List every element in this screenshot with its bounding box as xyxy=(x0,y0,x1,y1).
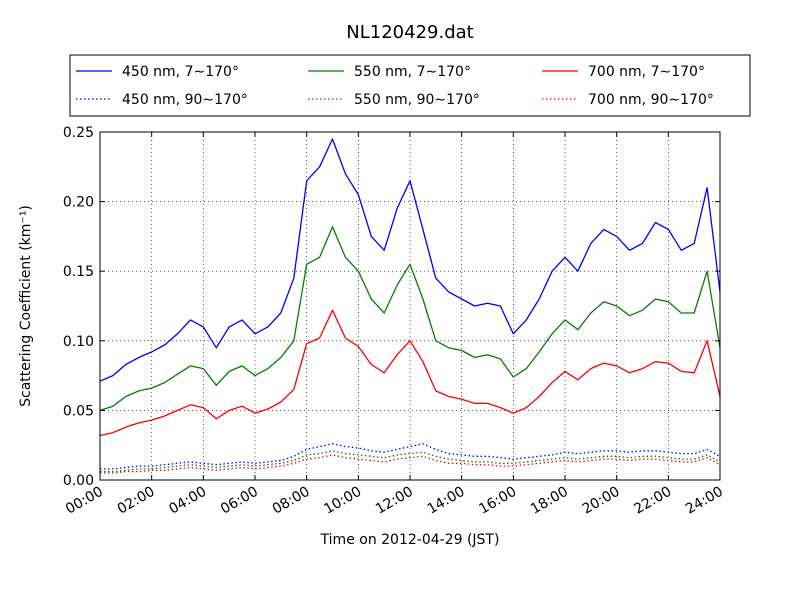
x-axis-label: Time on 2012-04-29 (JST) xyxy=(320,532,500,548)
legend-label-3: 450 nm, 90∼170° xyxy=(122,92,248,108)
legend-label-1: 550 nm, 7∼170° xyxy=(354,64,471,80)
legend-label-2: 700 nm, 7∼170° xyxy=(588,64,705,80)
y-tick-label: 0.20 xyxy=(63,195,94,211)
legend: 450 nm, 7∼170° 450 nm, 90∼170° 550 nm, 7∼1… xyxy=(69,54,751,117)
x-tick-label: 24:00 xyxy=(683,484,726,518)
y-tick-label: 0.00 xyxy=(63,473,94,489)
x-tick-labels: 00:00 02:00 04:00 06:00 08:00 10:00 12:00 14:00… xyxy=(63,484,726,518)
series-line-1 xyxy=(99,226,721,412)
series-lines xyxy=(99,138,721,474)
x-tick-label: 06:00 xyxy=(218,484,261,518)
y-tick-labels: 0.00 0.05 0.10 0.15 0.20 0.25 xyxy=(63,125,94,489)
legend-box xyxy=(69,54,751,117)
x-tick-label: 10:00 xyxy=(321,484,364,518)
chart-title: NL120429.dat xyxy=(346,22,473,43)
x-tick-label: 12:00 xyxy=(373,484,416,518)
plot-area xyxy=(99,131,721,481)
series-line-3 xyxy=(100,443,721,470)
x-tick-label: 16:00 xyxy=(476,484,519,518)
y-tick-label: 0.05 xyxy=(63,403,94,419)
x-tick-label: 20:00 xyxy=(580,484,623,518)
x-tick-label: 08:00 xyxy=(270,484,313,518)
tick-marks xyxy=(99,131,721,481)
x-tick-label: 22:00 xyxy=(631,484,674,518)
legend-label-0: 450 nm, 7∼170° xyxy=(122,64,239,80)
x-tick-label: 14:00 xyxy=(425,484,468,518)
x-tick-label: 18:00 xyxy=(528,484,571,518)
series-line-2 xyxy=(99,309,721,437)
series-line-0 xyxy=(99,138,721,382)
legend-label-5: 700 nm, 90∼170° xyxy=(588,92,714,108)
legend-label-4: 550 nm, 90∼170° xyxy=(354,92,480,108)
x-tick-label: 02:00 xyxy=(115,484,158,518)
y-tick-label: 0.10 xyxy=(63,334,94,350)
y-axis-label: Scattering Coefficient (km⁻¹) xyxy=(18,205,34,407)
x-tick-label: 04:00 xyxy=(166,484,209,518)
series-line-5 xyxy=(100,454,721,474)
y-tick-label: 0.15 xyxy=(63,264,94,280)
y-tick-label: 0.25 xyxy=(63,125,94,141)
